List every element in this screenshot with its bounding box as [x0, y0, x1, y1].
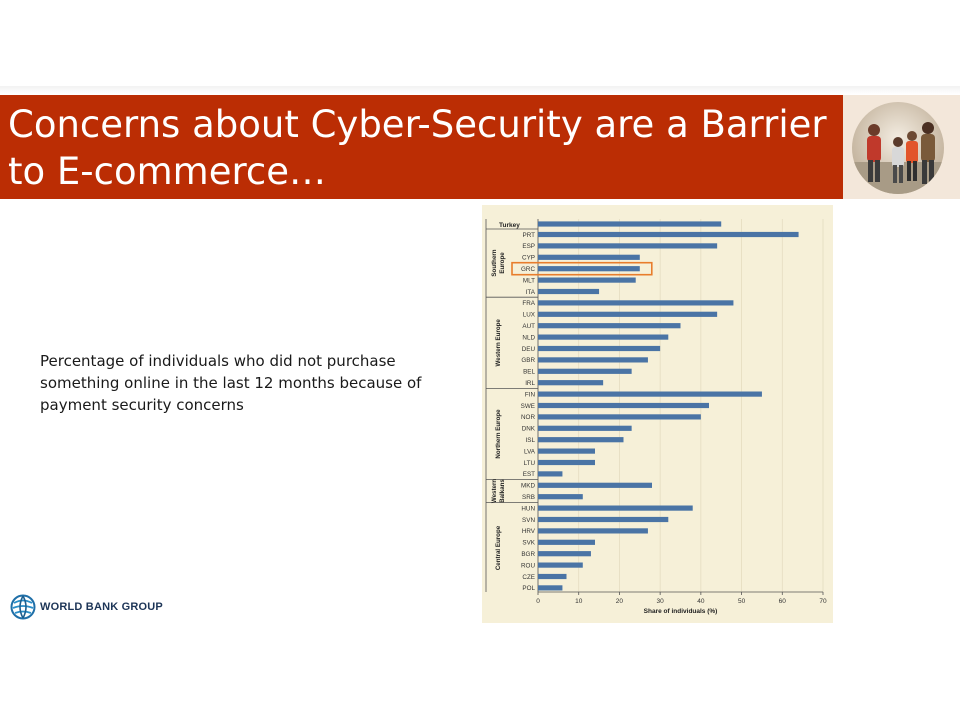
- category-label: MKD: [521, 483, 535, 490]
- bar: [538, 573, 567, 580]
- category-label: SVN: [522, 517, 535, 524]
- bar: [538, 254, 640, 260]
- category-label: EST: [523, 471, 535, 478]
- category-label: MLT: [523, 277, 535, 284]
- bar: [538, 437, 624, 443]
- bar: [538, 357, 648, 363]
- category-label: BGR: [521, 551, 535, 558]
- x-tick-label: 0: [536, 598, 540, 605]
- title-band: [0, 95, 843, 199]
- category-label: PRT: [523, 232, 536, 239]
- category-label-turkey: Turkey: [499, 222, 520, 229]
- x-axis-label: Share of individuals (%): [644, 608, 718, 615]
- bar: [538, 539, 595, 545]
- bar: [538, 334, 669, 340]
- bar: [538, 585, 563, 591]
- bar: [538, 448, 595, 454]
- category-label: HUN: [521, 505, 535, 512]
- group-label: Europe: [499, 252, 506, 274]
- top-divider: [0, 86, 960, 94]
- category-label: ISL: [526, 437, 536, 444]
- x-tick-label: 10: [575, 598, 583, 605]
- x-tick-label: 70: [819, 598, 827, 605]
- category-label: GRC: [521, 266, 535, 273]
- bar: [538, 300, 734, 306]
- bar: [538, 562, 583, 568]
- x-tick-label: 20: [616, 598, 624, 605]
- category-label: ESP: [522, 243, 535, 250]
- bar: [538, 425, 632, 431]
- bar: [538, 505, 693, 511]
- bar: [538, 528, 648, 534]
- group-label: Western: [491, 479, 498, 504]
- bar: [538, 494, 583, 500]
- category-label: ITA: [526, 289, 536, 296]
- category-label: GBR: [521, 357, 535, 364]
- category-label: BEL: [523, 369, 535, 376]
- x-tick-label: 60: [779, 598, 787, 605]
- category-label: NLD: [522, 334, 535, 341]
- globe-icon: [10, 594, 36, 620]
- bar: [538, 391, 762, 397]
- category-label: FIN: [525, 391, 536, 398]
- group-label: Northern Europe: [495, 409, 502, 459]
- bar: [538, 345, 661, 352]
- bar: [538, 471, 563, 477]
- category-label: CYP: [522, 255, 535, 262]
- x-tick-label: 40: [697, 598, 705, 605]
- category-label: CZE: [522, 574, 535, 581]
- bar: [538, 323, 681, 329]
- slide-title: Concerns about Cyber-Security are a Barr…: [8, 101, 838, 195]
- category-label: LUX: [523, 312, 536, 319]
- category-label: NOR: [521, 414, 535, 421]
- group-label: Southern: [491, 249, 498, 276]
- bar: [538, 231, 799, 238]
- category-label: FRA: [522, 300, 535, 307]
- bar: [538, 277, 636, 283]
- highlight-box: [511, 261, 653, 276]
- category-label: DEU: [522, 346, 536, 353]
- category-label: LTU: [524, 460, 536, 467]
- bar: [538, 243, 718, 249]
- category-label: POL: [522, 585, 535, 592]
- category-label: AUT: [522, 323, 535, 330]
- bar: [538, 288, 600, 295]
- category-label: SRB: [522, 494, 535, 501]
- category-label: IRL: [525, 380, 535, 387]
- x-tick-label: 30: [657, 598, 665, 605]
- bar: [538, 482, 652, 488]
- chart-panel: Turkey PRT ESP CYP GRC MLT ITA FRA LUX AUT NLD DEU G…: [482, 205, 833, 623]
- bar: [538, 414, 701, 420]
- bar: [538, 311, 718, 317]
- bar: [538, 551, 591, 557]
- title-line-2: to E-commerce…: [8, 150, 326, 193]
- bar: [538, 380, 604, 386]
- title-line-1: Concerns about Cyber-Security are a Barr…: [8, 103, 827, 146]
- bar: [538, 402, 709, 409]
- world-bank-logo: WORLD BANK GROUP: [10, 593, 163, 621]
- category-label: SWE: [521, 403, 535, 410]
- bar: [538, 459, 595, 466]
- x-tick-label: 50: [738, 598, 746, 605]
- category-label: DNK: [522, 426, 536, 433]
- category-label: SVK: [522, 540, 535, 547]
- category-label: ROU: [521, 562, 535, 569]
- category-label: LVA: [524, 448, 536, 455]
- people-walking-photo: [852, 102, 944, 194]
- group-label: Balkans: [499, 479, 506, 503]
- bar: [538, 266, 640, 272]
- logo-text: WORLD BANK GROUP: [40, 601, 163, 613]
- bar: [538, 516, 669, 523]
- bar: [538, 368, 632, 374]
- bar-turkey: [538, 221, 722, 227]
- group-label: Western Europe: [495, 319, 502, 367]
- chart-caption: Percentage of individuals who did not pu…: [40, 352, 422, 414]
- group-label: Central Europe: [495, 525, 502, 570]
- category-label: HRV: [522, 528, 536, 535]
